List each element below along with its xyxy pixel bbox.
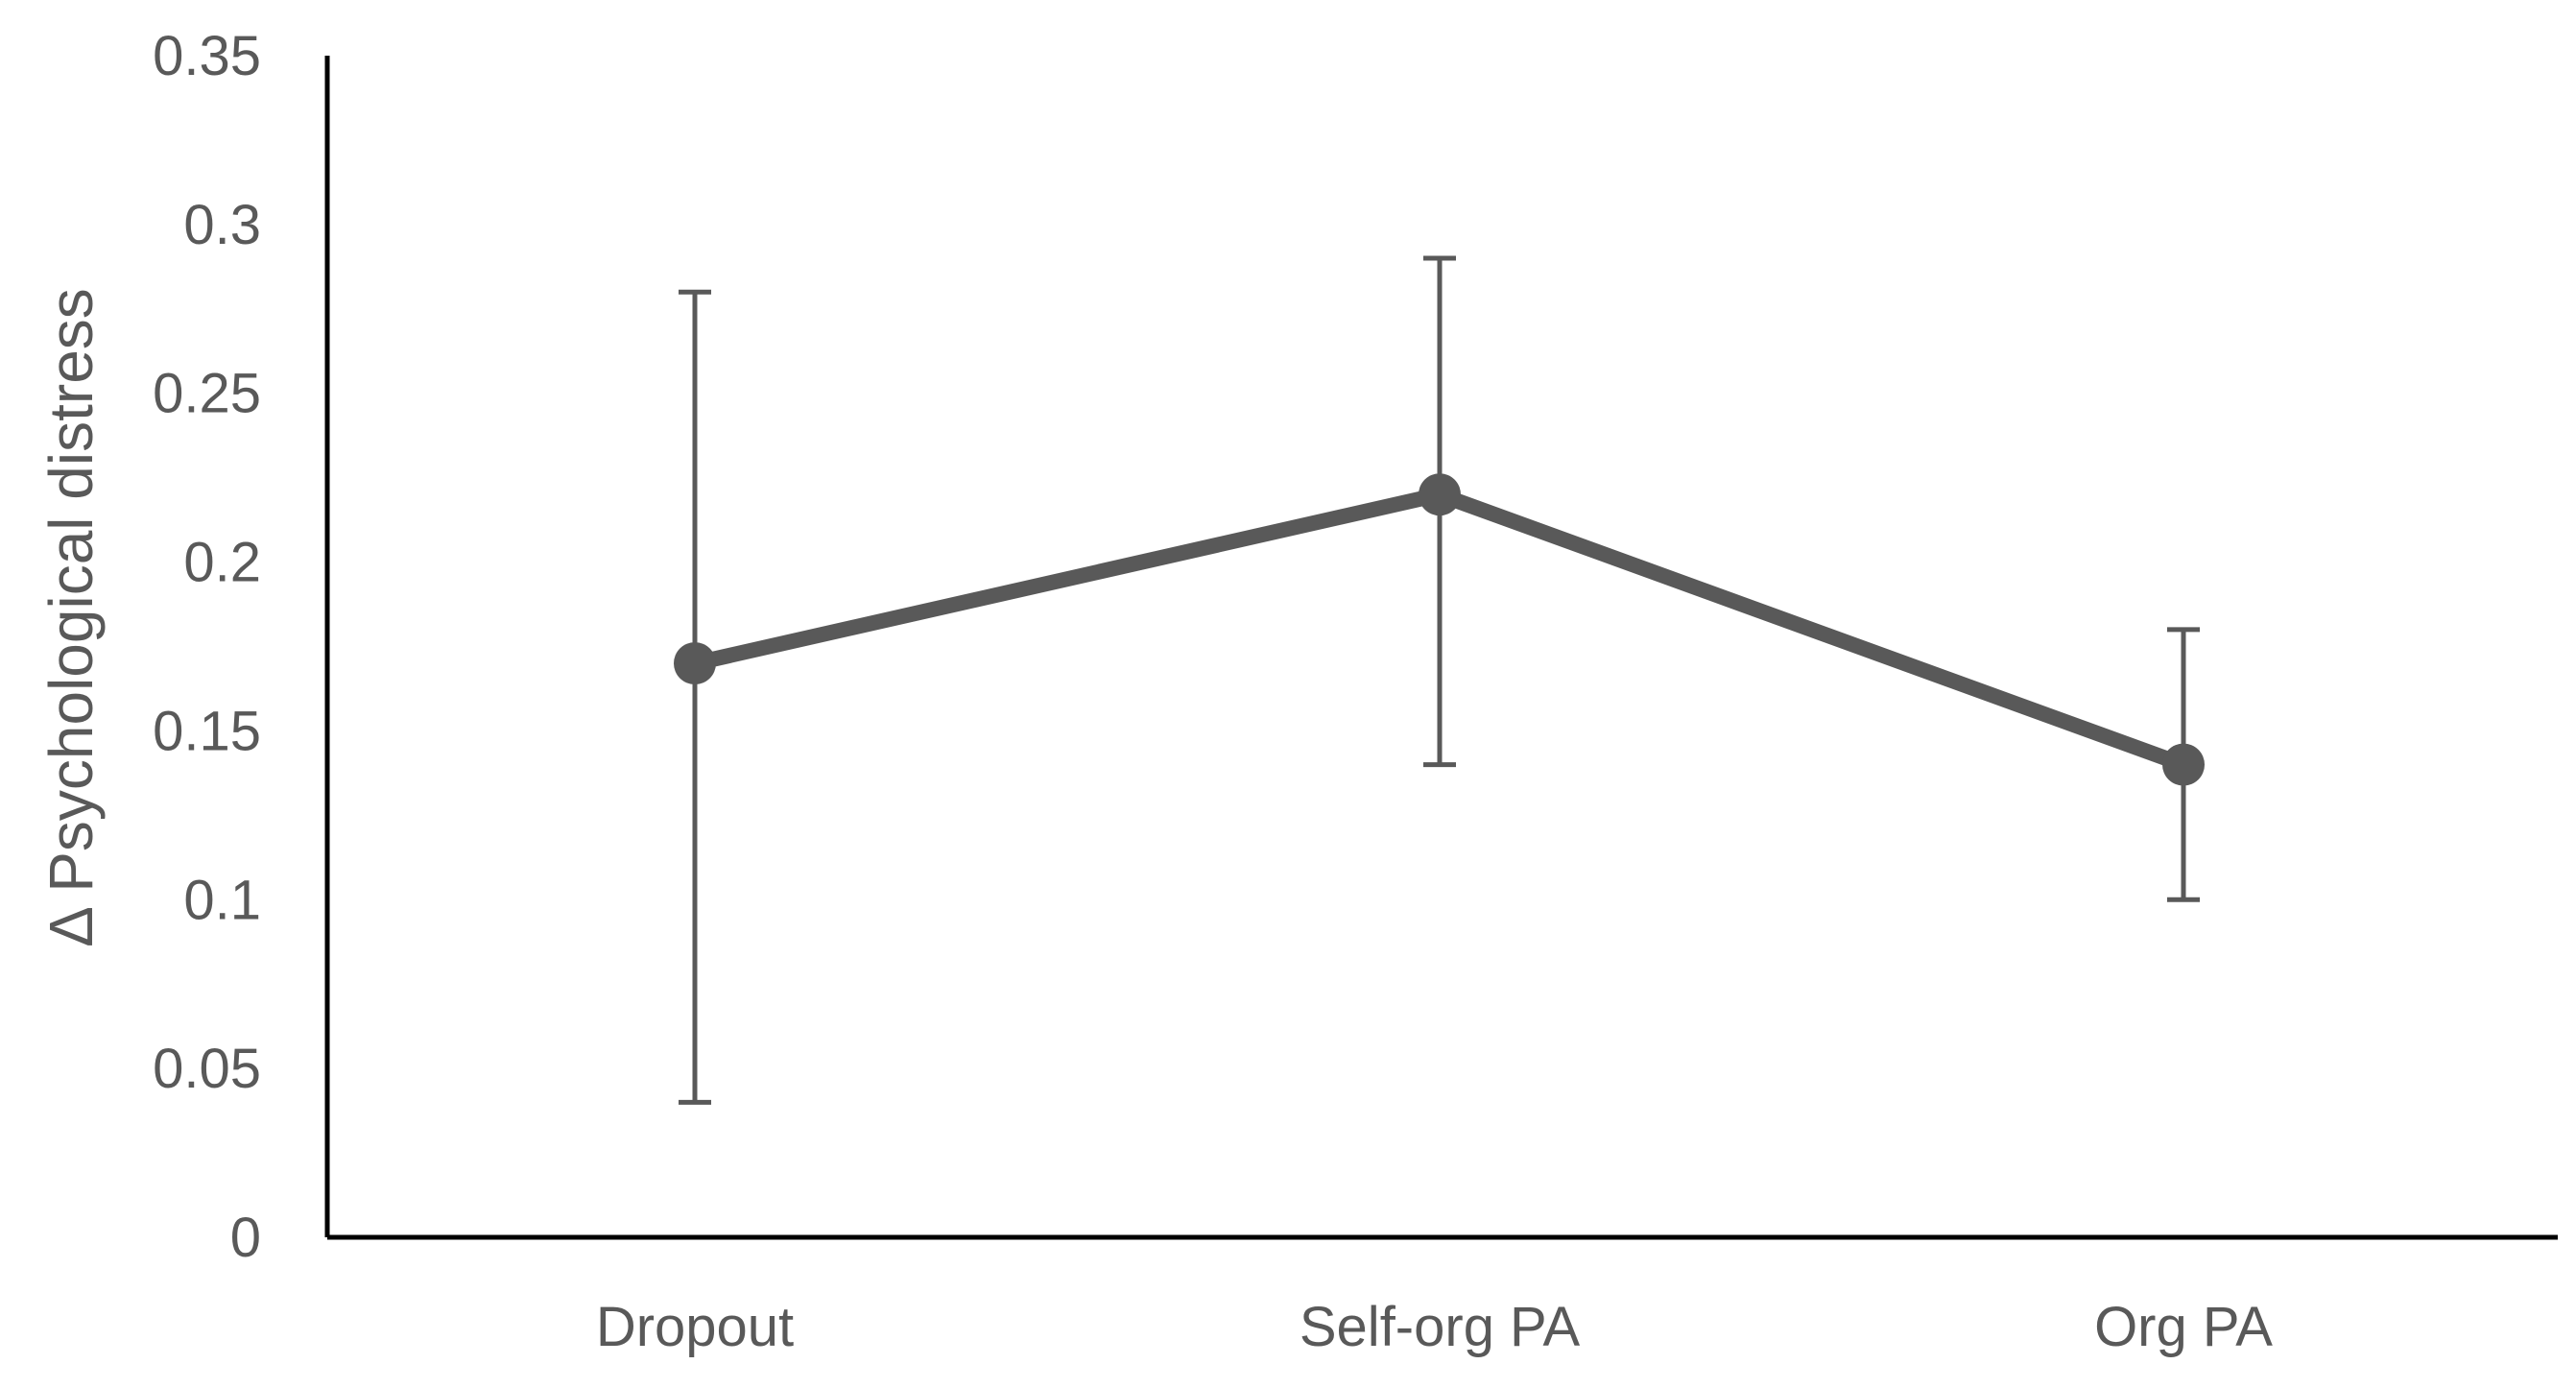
y-tick-label: 0 bbox=[230, 1207, 261, 1269]
error-bar bbox=[679, 289, 711, 1105]
y-tick-label: 0.3 bbox=[183, 194, 261, 256]
y-tick-label: 0.15 bbox=[153, 700, 261, 762]
y-tick-label: 0.35 bbox=[153, 25, 261, 87]
x-category-labels: Dropout Self-org PA Org PA bbox=[596, 1296, 2273, 1358]
x-category-label: Org PA bbox=[2094, 1296, 2273, 1358]
y-tick-label: 0.2 bbox=[183, 532, 261, 594]
y-axis-title: Δ Psychological distress bbox=[36, 288, 106, 947]
x-category-label: Dropout bbox=[596, 1296, 794, 1358]
data-point bbox=[1419, 473, 1461, 516]
y-tick-label: 0.05 bbox=[153, 1038, 261, 1100]
data-point bbox=[674, 642, 716, 685]
y-tick-label: 0.1 bbox=[183, 869, 261, 931]
data-points bbox=[674, 473, 2205, 786]
y-tick-labels: 0 0.05 0.1 0.15 0.2 0.25 0.3 0.35 bbox=[153, 25, 261, 1269]
data-point bbox=[2162, 743, 2205, 786]
y-tick-label: 0.25 bbox=[153, 363, 261, 425]
x-category-label: Self-org PA bbox=[1300, 1296, 1581, 1358]
